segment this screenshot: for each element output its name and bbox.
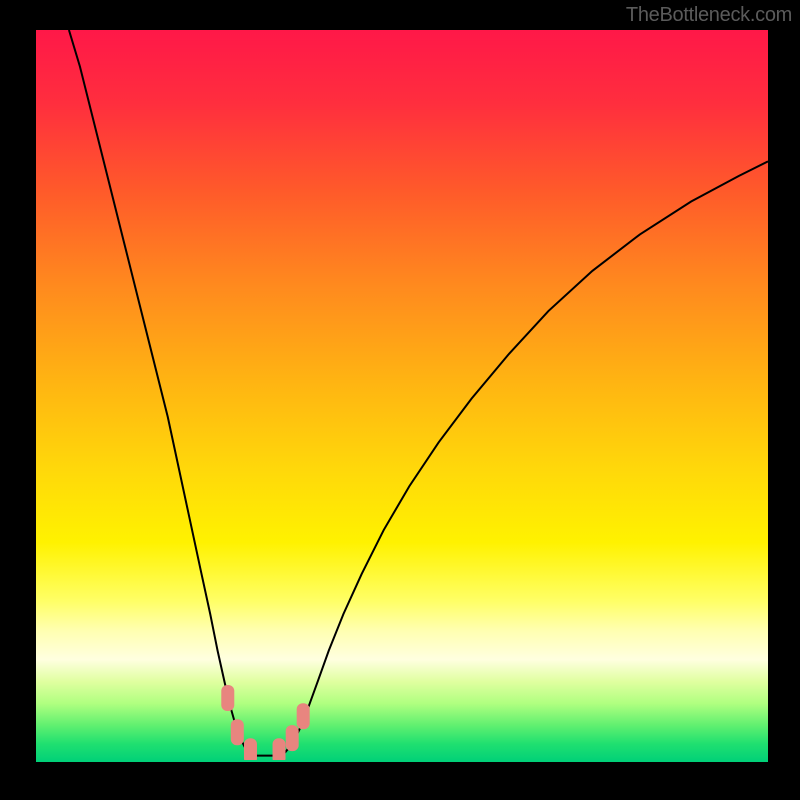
curve-marker bbox=[273, 738, 286, 760]
curve-marker bbox=[221, 685, 234, 711]
plot-area bbox=[36, 30, 768, 760]
curve-marker bbox=[297, 703, 310, 729]
watermark-text: TheBottleneck.com bbox=[626, 4, 792, 27]
bottleneck-curve bbox=[69, 30, 768, 756]
curve-markers bbox=[221, 685, 309, 760]
curve-marker bbox=[244, 738, 257, 760]
curve-marker bbox=[231, 719, 244, 745]
curve-marker bbox=[286, 725, 299, 751]
curve-layer bbox=[36, 30, 768, 760]
